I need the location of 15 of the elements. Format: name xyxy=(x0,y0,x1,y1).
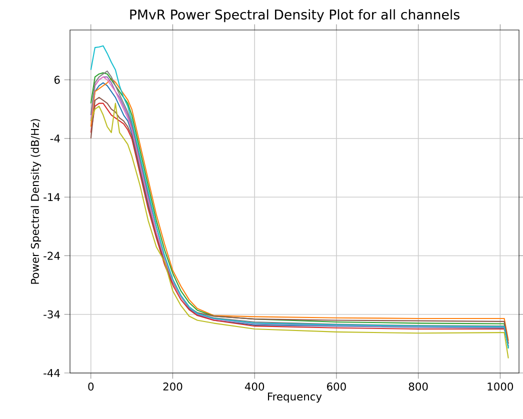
x-tick-label: 600 xyxy=(327,382,346,391)
x-tick-label: 400 xyxy=(244,382,264,391)
y-axis-title: Power Spectral Density (dB/Hz) xyxy=(30,119,42,284)
x-axis-title: Frequency xyxy=(268,392,322,403)
y-tick-label: -24 xyxy=(44,252,60,260)
x-tick-label: 0 xyxy=(88,382,94,391)
y-tick-label: -14 xyxy=(44,193,60,201)
x-tick-label: 1000 xyxy=(488,382,514,391)
y-tick-label: -4 xyxy=(50,134,60,142)
y-tick-label: 6 xyxy=(54,76,60,84)
x-tick-label: 200 xyxy=(163,382,182,391)
y-tick-label: -44 xyxy=(44,369,60,377)
y-tick-label: -34 xyxy=(44,310,60,318)
x-tick-label: 800 xyxy=(408,382,428,391)
chart-title: PMvR Power Spectral Density Plot for all channels xyxy=(130,9,460,22)
